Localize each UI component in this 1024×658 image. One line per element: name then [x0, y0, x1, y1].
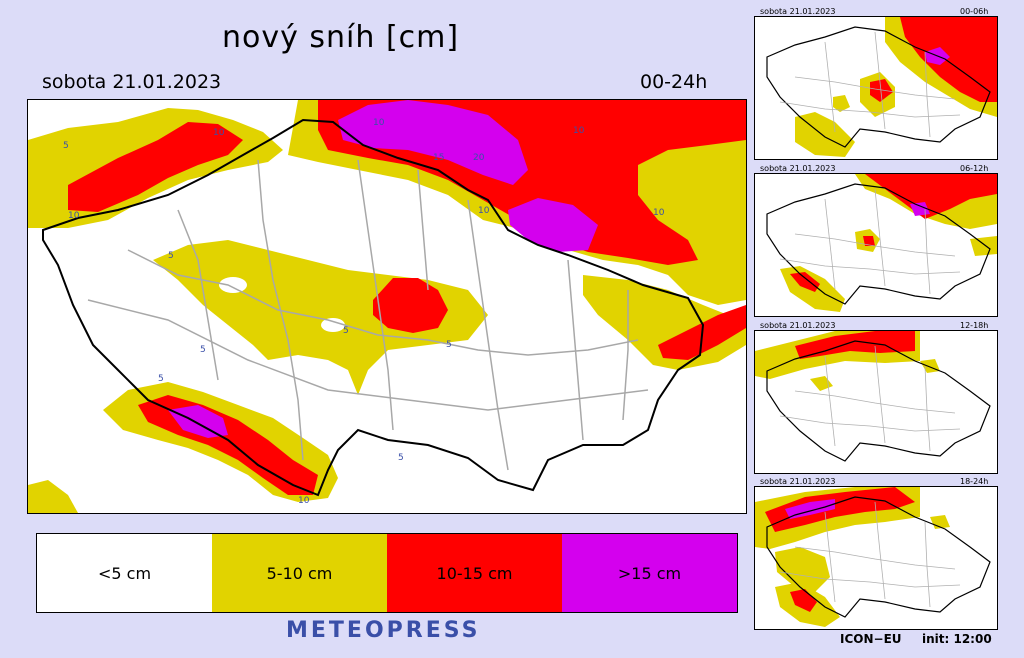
region-borders — [87, 159, 649, 471]
model-init-time: init: 12:00 — [922, 632, 992, 646]
legend-item-over-15: >15 cm — [562, 534, 737, 612]
thumb-period: 00-06h — [960, 7, 989, 16]
contour-label: 10 — [373, 118, 385, 128]
contour-label: 20 — [473, 153, 485, 163]
contour-label: 5 — [168, 251, 174, 261]
map-gap — [219, 277, 247, 293]
main-snow-map: 5 10 10 10 15 20 10 10 10 5 5 5 5 5 5 10 — [27, 99, 747, 514]
snow-area-over-15-north — [338, 100, 528, 185]
thumb-period: 06-12h — [960, 164, 989, 173]
main-map-period: 00-24h — [640, 71, 708, 93]
contour-label: 15 — [433, 153, 444, 163]
contour-label: 10 — [478, 206, 490, 216]
snow-area-over-15-southwest — [168, 405, 228, 438]
thumb-map-06-12[interactable] — [754, 173, 998, 317]
country-border — [42, 118, 705, 497]
map-gap — [321, 318, 345, 332]
legend-item-10-15: 10-15 cm — [387, 534, 562, 612]
thumb-map-18-24[interactable] — [754, 486, 998, 630]
thumb-period: 18-24h — [960, 477, 989, 486]
contour-label: 10 — [213, 128, 225, 138]
contour-label: 10 — [68, 211, 80, 221]
snow-area-over-15-northeast — [508, 198, 598, 252]
thumb-date: sobota 21.01.2023 — [760, 164, 836, 173]
contour-label: 5 — [200, 345, 206, 355]
meteopress-logo: METEOPRESS — [286, 618, 481, 643]
thumb-map-00-06[interactable] — [754, 16, 998, 160]
contour-label: 5 — [398, 453, 404, 463]
snow-area-5-10-southwest-corner — [28, 480, 78, 513]
main-map-date: sobota 21.01.2023 — [42, 71, 222, 93]
thumb-period: 12-18h — [960, 321, 989, 330]
contour-label: 10 — [573, 126, 585, 136]
snow-area-10-15-northwest — [68, 122, 243, 212]
main-map-svg: 5 10 10 10 15 20 10 10 10 5 5 5 5 5 5 10 — [28, 100, 746, 513]
thumb-date: sobota 21.01.2023 — [760, 7, 836, 16]
snow-area-10-15-central — [373, 278, 448, 333]
thumb-date: sobota 21.01.2023 — [760, 321, 836, 330]
model-name: ICON−EU — [840, 632, 902, 646]
contour-label: 10 — [298, 496, 310, 506]
contour-label: 10 — [653, 208, 665, 218]
contour-label: 5 — [158, 374, 164, 384]
map-title: nový sníh [cm] — [222, 20, 460, 55]
legend-item-5-10: 5-10 cm — [212, 534, 387, 612]
contour-label: 5 — [446, 340, 452, 350]
thumb-date: sobota 21.01.2023 — [760, 477, 836, 486]
legend: <5 cm 5-10 cm 10-15 cm >15 cm — [36, 533, 738, 613]
contour-label: 5 — [343, 326, 349, 336]
legend-item-under-5: <5 cm — [37, 534, 212, 612]
contour-label: 5 — [63, 141, 69, 151]
thumb-map-12-18[interactable] — [754, 330, 998, 474]
